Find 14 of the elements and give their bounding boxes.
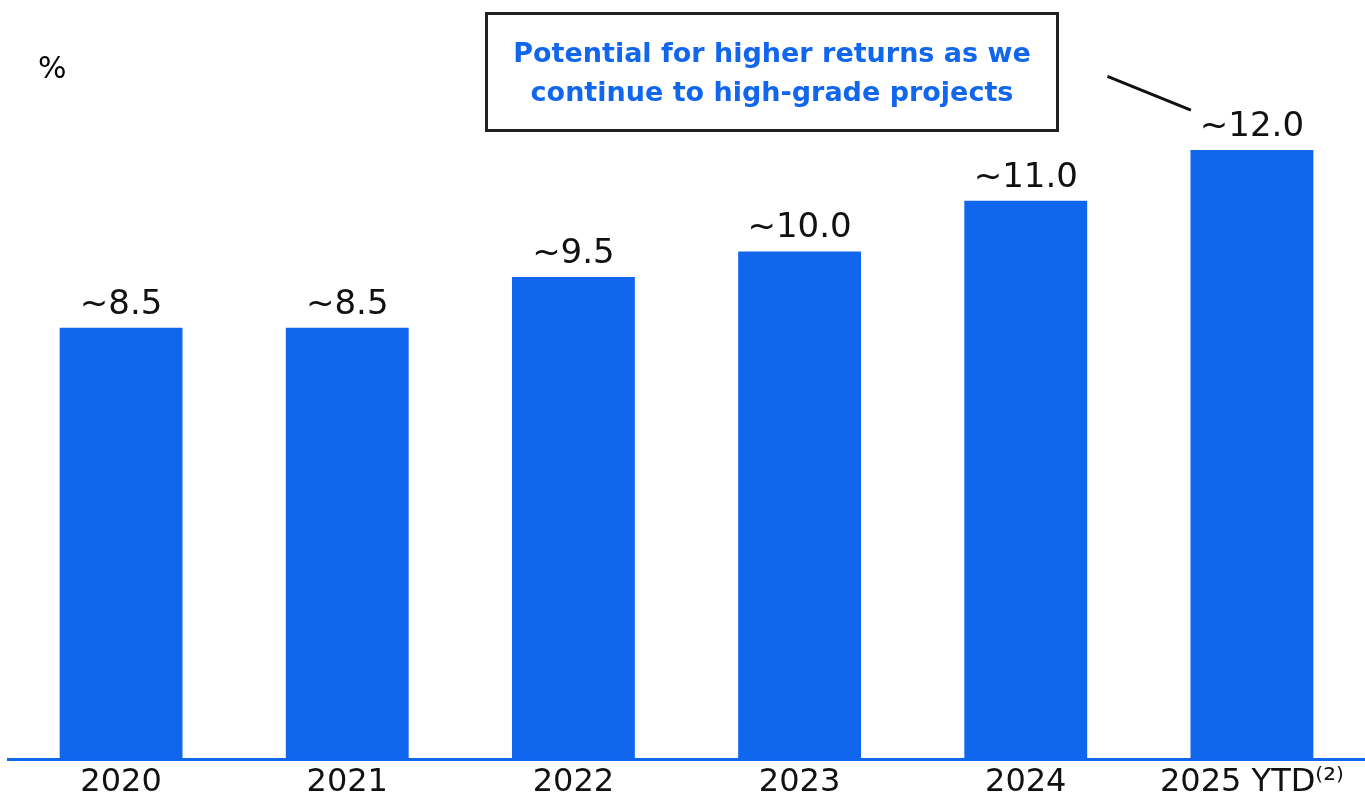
y-axis-title: %: [38, 50, 67, 85]
x-tick-label: 2023: [758, 761, 841, 800]
data-label: ~8.5: [305, 281, 389, 322]
x-tick-label: 2025 YTD⁽²⁾: [1159, 761, 1344, 800]
data-label: ~9.5: [532, 230, 615, 271]
x-tick-label: 2021: [306, 761, 388, 800]
x-tick-label: 2024: [985, 761, 1067, 800]
data-label: ~8.5: [79, 281, 163, 322]
data-label: ~12.0: [1199, 103, 1305, 144]
text: Potential for higher returns as we continue to high-grade projects: [485, 12, 1059, 132]
x-tick-label: 2020: [80, 761, 162, 800]
data-label: ~11.0: [973, 154, 1078, 195]
data-label: ~10.0: [747, 205, 852, 246]
x-tick-label: 2022: [532, 761, 615, 800]
